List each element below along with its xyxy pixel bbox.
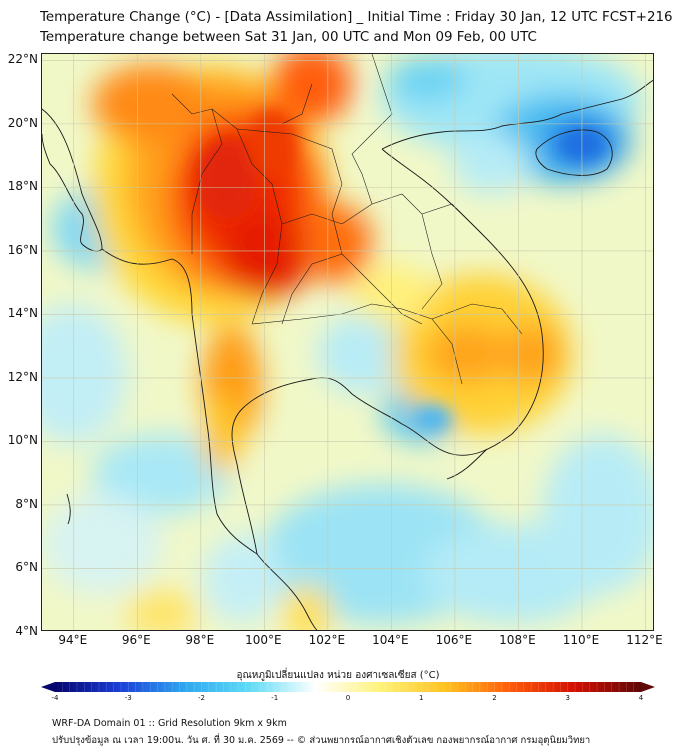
footer-credit: ปรับปรุงข้อมูล ณ เวลา 19:00น. วัน ศ. ที่… [52, 735, 591, 746]
lat-label: 10°N [7, 433, 38, 448]
colorbar-tick-label: 0 [345, 694, 351, 702]
province-borders [171, 54, 523, 385]
lat-label: 20°N [7, 115, 38, 130]
colorbar-tick-label: -1 [271, 694, 279, 702]
lon-label: 104°E [372, 633, 409, 647]
lon-label: 94°E [58, 633, 88, 647]
colorbar-title: อุณหภูมิเปลี่ยนแปลง หน่วย องศาเซลเซียส (… [236, 670, 440, 681]
temperature-field-detail [197, 109, 604, 433]
colorbar [41, 682, 655, 692]
graticule [42, 54, 653, 630]
lat-label: 6°N [15, 560, 38, 575]
map-subtitle: Temperature change between Sat 31 Jan, 0… [40, 30, 537, 45]
colorbar-tick-label: -3 [124, 694, 132, 702]
lon-label: 96°E [121, 633, 151, 647]
temperature-change-map [42, 54, 653, 630]
lon-label: 110°E [562, 633, 600, 647]
lon-label: 100°E [245, 633, 282, 647]
lat-label: 18°N [7, 179, 38, 194]
colorbar-tick-label: -2 [198, 694, 205, 702]
colorbar-tick-label: 1 [419, 694, 424, 702]
footer-model-info: WRF-DA Domain 01 :: Grid Resolution 9km … [52, 718, 287, 729]
lat-label: 22°N [7, 52, 38, 67]
colorbar-tick-label: 2 [492, 694, 497, 702]
lon-label: 98°E [185, 633, 215, 647]
lat-label: 8°N [15, 496, 38, 511]
colorbar-scale [55, 682, 641, 692]
colorbar-tick-label: -4 [51, 694, 59, 702]
lon-label: 102°E [308, 633, 346, 647]
colorbar-low-arrow [41, 682, 55, 692]
colorbar-tick-label: 4 [638, 694, 644, 702]
lon-label: 108°E [499, 633, 536, 647]
colorbar-high-arrow [641, 682, 655, 692]
lat-label: 4°N [15, 624, 38, 638]
lat-label: 14°N [7, 306, 38, 321]
map-panel[interactable] [41, 53, 654, 631]
colorbar-tick-label: 3 [565, 694, 570, 702]
lat-label: 16°N [7, 242, 38, 257]
map-title: Temperature Change (°C) - [Data Assimila… [40, 10, 673, 25]
lat-label: 12°N [7, 369, 38, 384]
lon-label: 106°E [435, 633, 473, 647]
lon-label: 112°E [626, 633, 663, 647]
